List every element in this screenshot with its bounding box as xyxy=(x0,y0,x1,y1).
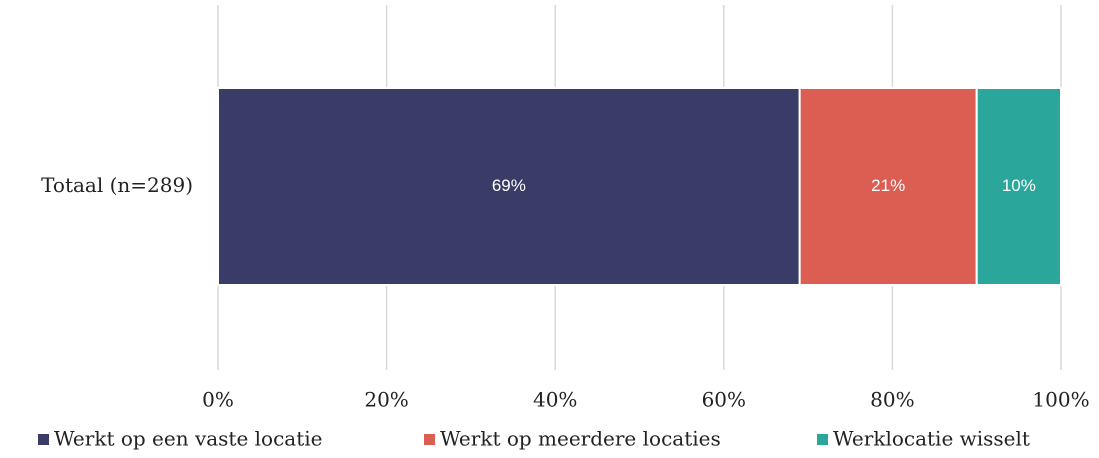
x-tick-label: 40% xyxy=(533,388,577,412)
bar-segment xyxy=(217,87,801,286)
data-label: 21% xyxy=(871,176,905,195)
legend-swatch xyxy=(38,434,49,445)
x-tick-label: 100% xyxy=(1032,388,1089,412)
y-tick-label: Totaal (n=289) xyxy=(41,173,193,197)
legend-label: Werkt op meerdere locaties xyxy=(440,427,721,451)
x-tick-label: 60% xyxy=(702,388,746,412)
legend-swatch xyxy=(817,434,828,445)
data-label: 69% xyxy=(492,176,526,195)
x-tick-label: 0% xyxy=(202,388,234,412)
legend-swatch xyxy=(424,434,435,445)
x-tick-label: 80% xyxy=(870,388,914,412)
legend-label: Werkt op een vaste locatie xyxy=(54,427,323,451)
x-tick-label: 20% xyxy=(364,388,408,412)
legend-label: Werklocatie wisselt xyxy=(833,427,1030,451)
data-label: 10% xyxy=(1002,176,1036,195)
bar-segment xyxy=(975,87,1063,286)
